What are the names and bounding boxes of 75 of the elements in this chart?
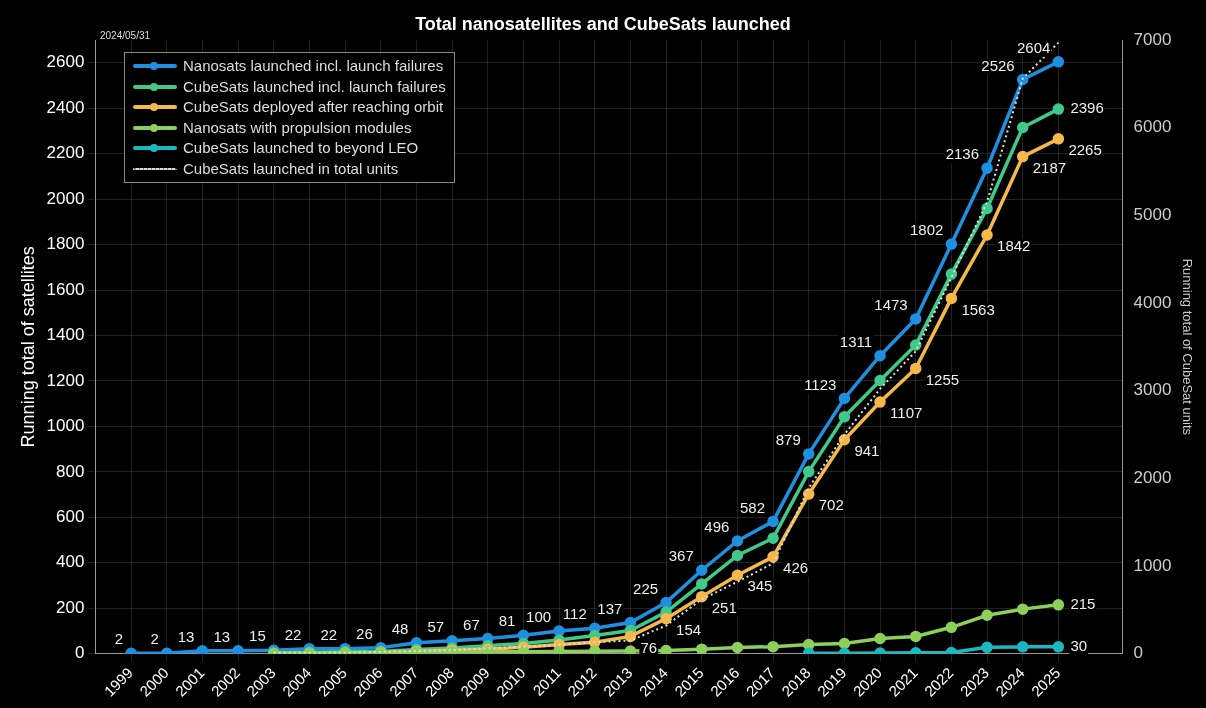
data-label: 225: [633, 579, 659, 597]
chart-title: Total nanosatellites and CubeSats launched: [415, 14, 791, 34]
data-label: 2604: [1017, 38, 1051, 56]
data-label: 1842: [997, 237, 1031, 255]
data-label: 582: [740, 498, 766, 516]
data-label: 30: [1070, 637, 1088, 654]
data-label: 57: [427, 617, 445, 635]
data-label: 1107: [890, 404, 923, 422]
data-label: 137: [597, 599, 623, 617]
y-tick-label: 600: [56, 506, 85, 526]
data-label: 100: [526, 608, 552, 626]
y2-axis-title: Running total of CubeSat units: [1179, 258, 1195, 436]
data-label: 367: [668, 547, 694, 565]
y-tick-label: 800: [56, 461, 85, 481]
data-label: 76: [640, 638, 658, 656]
data-label: 1123: [804, 375, 837, 393]
y-tick-label: 1000: [46, 416, 85, 436]
legend-label: Nanosats launched incl. launch failures: [183, 56, 444, 76]
data-label: 879: [775, 431, 801, 449]
data-label: 2: [114, 630, 124, 648]
y2-tick-label: 4000: [1133, 292, 1172, 312]
legend-label: CubeSats deployed after reaching orbit: [183, 97, 444, 117]
data-label: 13: [213, 627, 231, 645]
data-label: 2396: [1070, 99, 1104, 117]
y-tick-label: 2000: [46, 188, 85, 208]
y2-tick-label: 1000: [1133, 555, 1172, 575]
data-label: 702: [818, 496, 844, 514]
data-label: 81: [498, 612, 516, 630]
data-label: 1802: [910, 221, 944, 239]
data-label: 2526: [981, 56, 1015, 74]
legend-label: CubeSats launched incl. launch failures: [183, 76, 446, 97]
data-label: 26: [356, 624, 373, 642]
legend-label: Nanosats with propulsion modules: [183, 117, 412, 138]
y-tick-label: 2200: [46, 143, 85, 163]
data-label: 941: [854, 441, 880, 459]
y2-tick-label: 3000: [1133, 380, 1172, 400]
data-label: 15: [249, 627, 266, 645]
data-label: 22: [320, 625, 338, 643]
y-tick-label: 0: [74, 643, 85, 663]
data-label: 1563: [961, 300, 995, 318]
legend-label: CubeSats launched to beyond LEO: [183, 138, 419, 158]
y-tick-label: 1400: [46, 325, 85, 345]
data-label: 2187: [1032, 158, 1067, 176]
data-label: 345: [747, 577, 773, 595]
data-label: 2265: [1068, 141, 1102, 159]
y-tick-label: 1200: [46, 370, 85, 390]
annotation: 2024/05/31: [100, 30, 151, 41]
data-label: 112: [562, 605, 587, 623]
y-tick-label: 2400: [46, 97, 85, 117]
y-tick-label: 1800: [46, 234, 85, 254]
data-label: 1311: [839, 332, 873, 350]
y2-tick-label: 0: [1133, 643, 1144, 663]
data-label: 251: [711, 598, 737, 616]
data-label: 2: [150, 630, 159, 648]
data-label: 1255: [925, 370, 960, 388]
data-label: 496: [704, 518, 730, 536]
y2-tick-label: 6000: [1133, 117, 1172, 137]
y2-tick-label: 5000: [1133, 205, 1172, 225]
legend-label: CubeSats launched in total units: [183, 158, 399, 179]
data-label: 48: [391, 619, 409, 637]
y-tick-label: 2600: [46, 52, 85, 72]
data-label: 67: [463, 615, 480, 633]
data-label: 215: [1070, 594, 1096, 612]
data-label: 13: [177, 627, 195, 645]
data-label: 2136: [945, 145, 980, 163]
y-axis-title: Running total of satellites: [17, 246, 38, 448]
y2-tick-label: 2000: [1133, 468, 1172, 488]
data-label: 426: [783, 558, 809, 576]
data-label: 154: [676, 620, 702, 638]
data-label: 22: [284, 625, 302, 643]
y-tick-label: 200: [56, 597, 85, 617]
y2-tick-label: 7000: [1133, 29, 1172, 49]
y-tick-label: 400: [56, 552, 85, 572]
data-label: 1473: [874, 296, 908, 314]
y-tick-label: 1600: [46, 279, 85, 299]
